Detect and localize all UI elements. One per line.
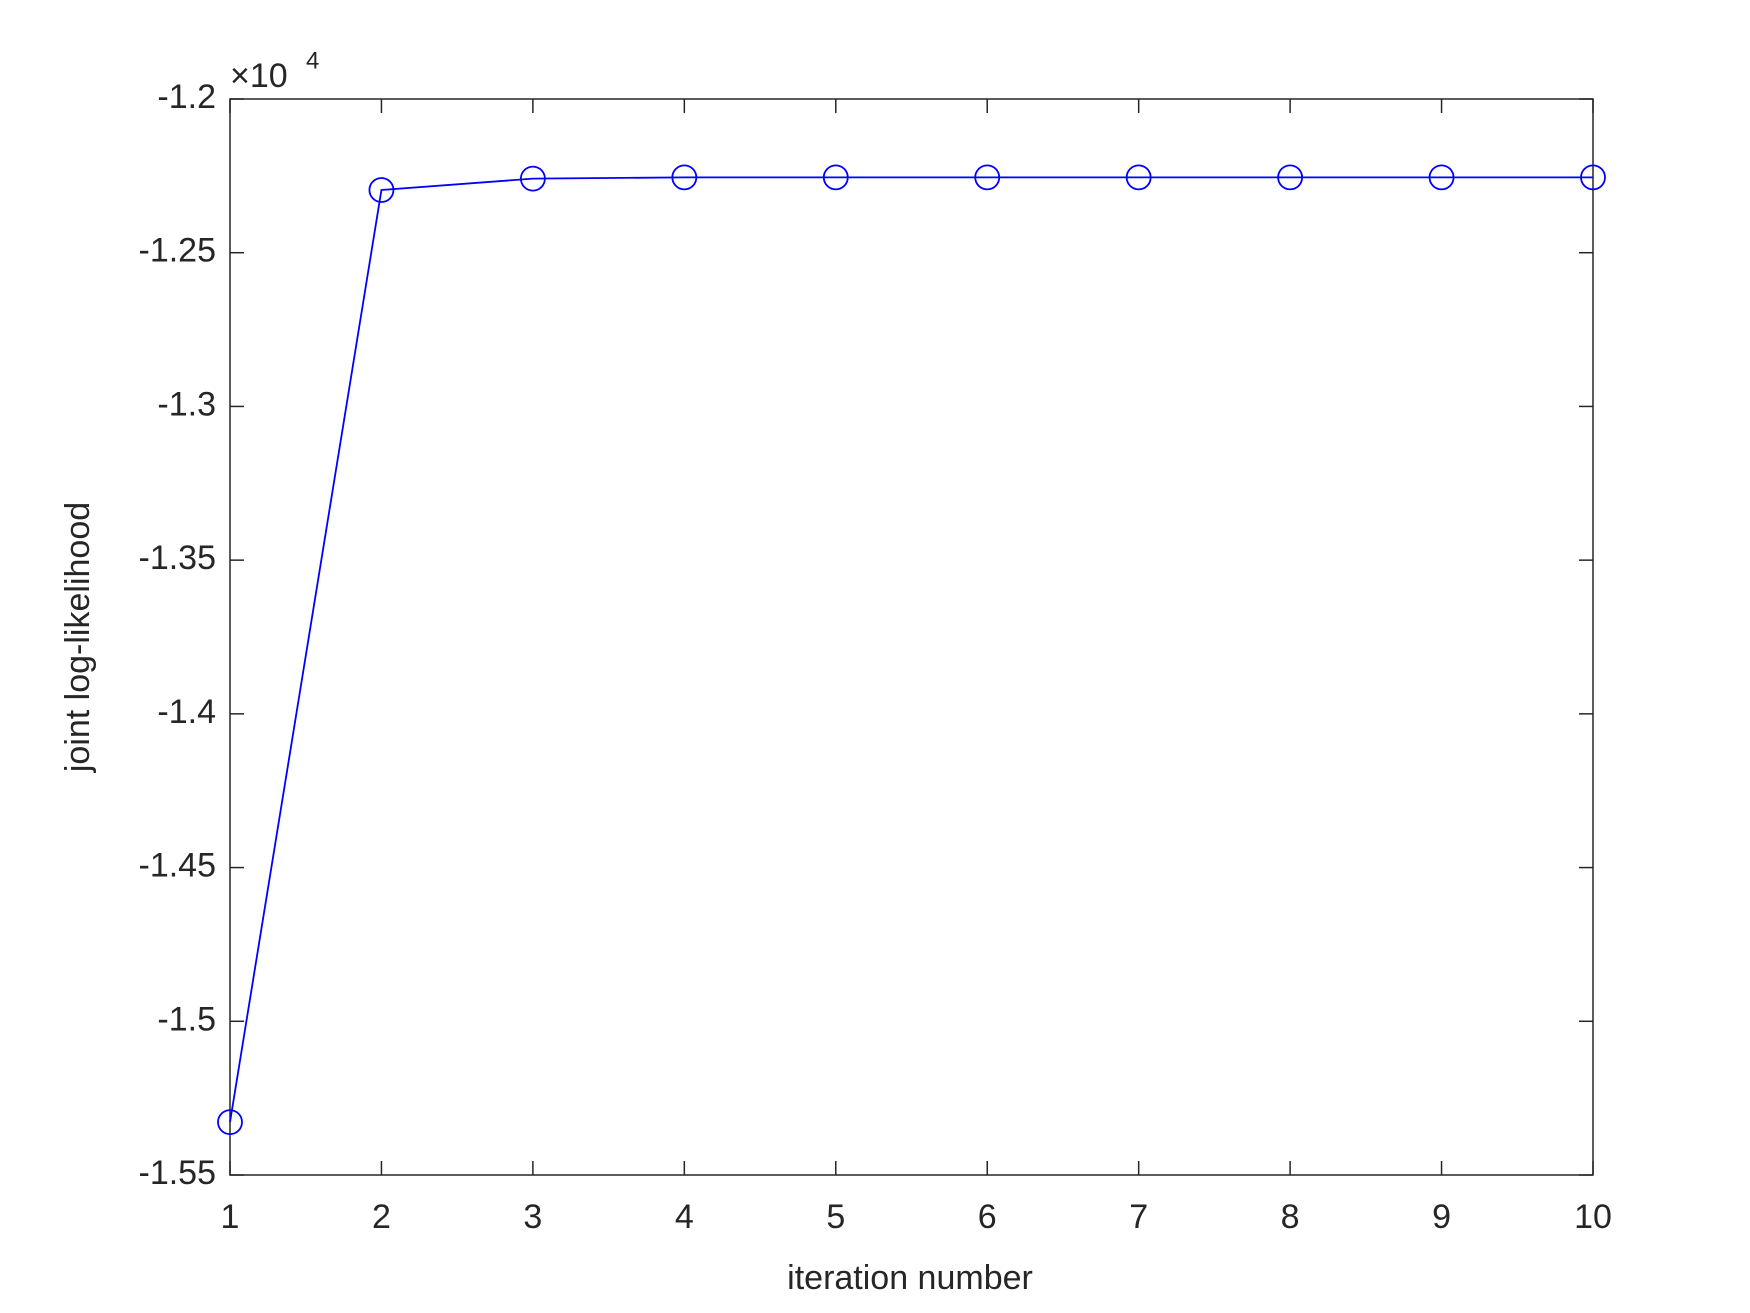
- x-tick-label: 10: [1574, 1198, 1612, 1236]
- x-tick-label: 1: [221, 1198, 240, 1236]
- data-point: [519, 165, 546, 192]
- x-tick-label: 9: [1432, 1198, 1451, 1236]
- data-point: [1125, 164, 1152, 191]
- series-line: [229, 176, 1593, 1123]
- x-tick-label: 2: [372, 1198, 391, 1236]
- x-axis-label: iteration number: [787, 1259, 1033, 1297]
- y-tick-label: -1.3: [157, 385, 216, 423]
- y-axis-label: joint log-likelihood: [59, 502, 97, 773]
- y-tick-label: -1.2: [157, 78, 216, 116]
- y-tick-label: -1.55: [139, 1154, 217, 1192]
- data-point: [1580, 164, 1606, 191]
- x-tick-label: 4: [675, 1198, 694, 1236]
- x-tick-label: 8: [1281, 1198, 1300, 1236]
- y-tick-label: -1.25: [139, 232, 217, 270]
- x-tick-label: 6: [978, 1198, 997, 1236]
- y-tick-label: -1.5: [157, 1000, 216, 1038]
- x-tick-label: 5: [826, 1198, 845, 1236]
- data-point: [1428, 164, 1455, 191]
- data-point: [217, 1109, 243, 1136]
- data-point: [368, 177, 395, 203]
- data-point: [1277, 164, 1304, 191]
- y-tick-label: -1.35: [139, 539, 217, 577]
- data-point: [974, 164, 1001, 191]
- x-tick-label: 3: [523, 1198, 542, 1236]
- y-tick-label: -1.4: [157, 693, 216, 731]
- data-point: [822, 164, 849, 191]
- y-exponent: 4: [306, 47, 319, 74]
- axes-box: [229, 98, 1594, 1176]
- x-tick-label: 7: [1129, 1198, 1148, 1236]
- y-multiplier: ×10: [230, 57, 288, 95]
- y-tick-label: -1.45: [139, 847, 217, 885]
- data-point: [671, 164, 698, 191]
